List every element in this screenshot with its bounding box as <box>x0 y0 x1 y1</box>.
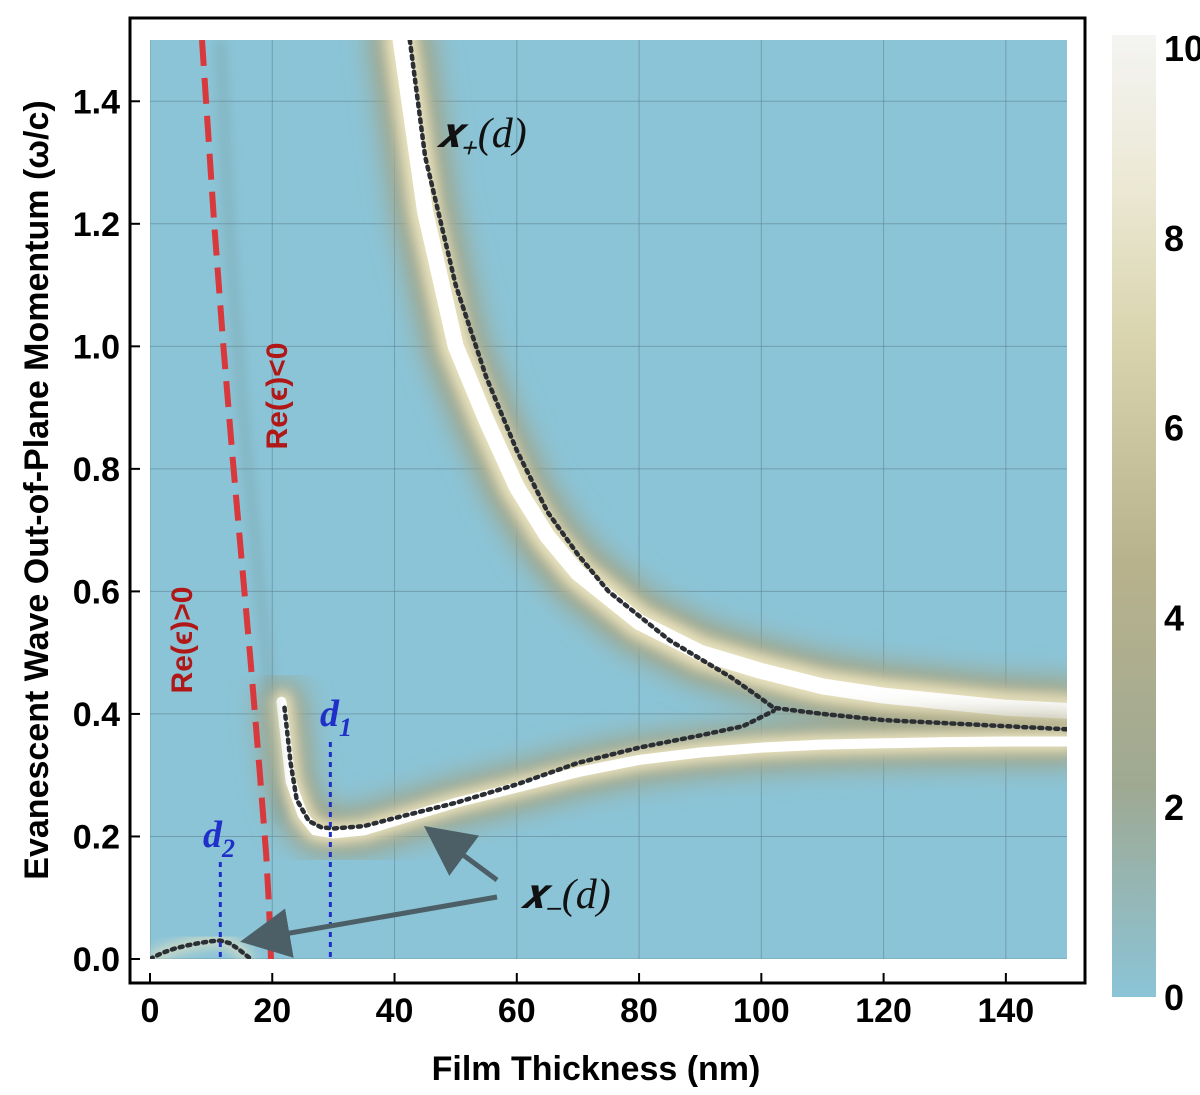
heatmap-bands <box>217 40 1067 856</box>
d1-label: d1 <box>320 693 352 742</box>
bright-band-upper <box>392 40 1067 719</box>
series-lines <box>150 40 1067 959</box>
x-tick-label: 20 <box>253 992 291 1030</box>
colorbar-tick-label: 0 <box>1164 977 1184 1018</box>
dotted-curve-2 <box>150 938 254 959</box>
y-tick-label: 0.6 <box>73 573 120 611</box>
thickness-markers <box>218 742 332 959</box>
x-axis-title: Film Thickness (nm) <box>432 1050 761 1088</box>
y-tick-label: 0.4 <box>73 696 120 734</box>
y-tick-label: 0.8 <box>73 451 120 489</box>
dotted-curve-0 <box>407 40 1067 732</box>
x-plus-label: 𝒙₊(d) <box>436 111 527 157</box>
x-tick-label: 100 <box>733 992 790 1030</box>
d2-subscript: 2 <box>221 834 235 863</box>
x-tick-label: 60 <box>498 992 536 1030</box>
x-tick-label: 0 <box>141 992 160 1030</box>
arrow-to-main-branch <box>423 826 499 883</box>
colorbar-tick-label: 4 <box>1164 597 1184 638</box>
axis-ticks: 0 20 40 60 80 100 120 140 0.0 0.2 0.4 0.6 0.8 1.0 1.2 1… <box>73 83 1034 1030</box>
x-tick-label: 140 <box>977 992 1034 1030</box>
y-axis-title: Evanescent Wave Out-of-Plane Momentum (ω… <box>18 100 56 879</box>
dotted-curve-1 <box>282 705 776 831</box>
re-eps-zero-curve <box>199 40 274 959</box>
colorbar-tick-label: 8 <box>1164 218 1184 259</box>
d2-symbol: d <box>203 814 223 856</box>
colorbar-ticks: 0 2 4 6 8 10 <box>1164 28 1200 1018</box>
y-tick-label: 1.0 <box>73 328 120 366</box>
colorbar-tick-label: 6 <box>1164 408 1184 449</box>
y-tick-label: 0.2 <box>73 818 120 856</box>
colorbar-tick-label: 2 <box>1164 787 1184 828</box>
x-tick-label: 120 <box>855 992 912 1030</box>
x-tick-label: 80 <box>620 992 658 1030</box>
colorbar <box>1112 35 1156 997</box>
d1-symbol: d <box>320 693 340 735</box>
y-tick-label: 0.0 <box>73 941 120 979</box>
d2-label: d2 <box>203 814 235 863</box>
d1-subscript: 1 <box>339 713 352 742</box>
re-negative-label: Re(ϵ)<0 <box>261 343 294 450</box>
x-minus-label: 𝒙₋(d) <box>520 872 611 918</box>
bright-band-lower <box>276 696 1067 839</box>
y-tick-label: 1.2 <box>73 206 120 244</box>
x-tick-label: 40 <box>376 992 414 1030</box>
plot-area <box>150 40 1067 959</box>
re-positive-label: Re(ϵ)>0 <box>166 587 199 694</box>
colorbar-tick-label: 10 <box>1164 28 1200 69</box>
y-tick-label: 1.4 <box>73 83 120 121</box>
faint-band <box>217 40 281 825</box>
arrow-to-small-branch <box>240 894 498 958</box>
